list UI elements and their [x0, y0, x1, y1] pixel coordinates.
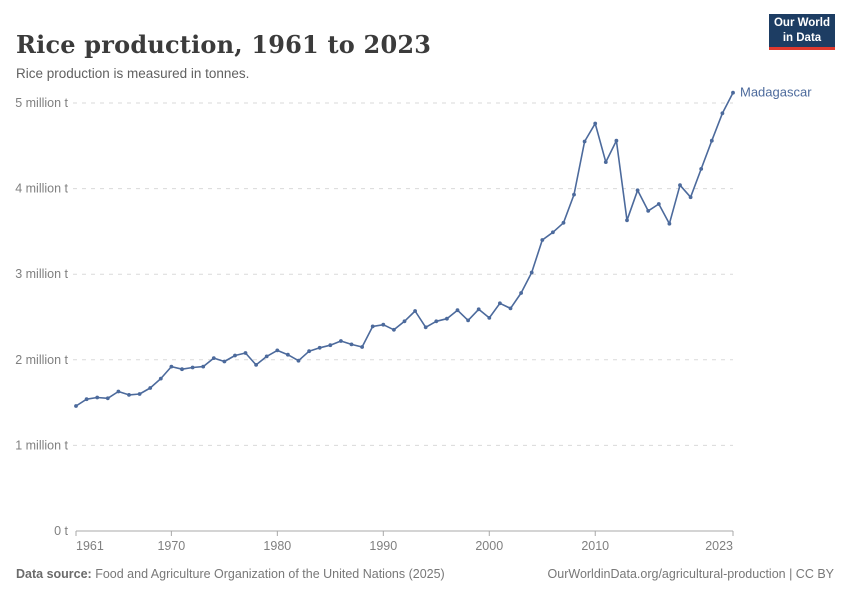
data-point[interactable] — [254, 363, 258, 367]
owid-logo-line2: in Data — [782, 31, 822, 44]
x-tick-label: 1970 — [157, 539, 185, 553]
data-point[interactable] — [317, 345, 322, 350]
data-point[interactable] — [678, 183, 682, 188]
data-point[interactable] — [667, 221, 672, 226]
data-point[interactable] — [360, 345, 364, 349]
y-tick-label: 4 million t — [15, 182, 68, 196]
y-tick-label: 1 million t — [15, 438, 68, 452]
y-tick-label: 5 million t — [15, 96, 68, 110]
data-point[interactable] — [455, 308, 460, 313]
x-tick-label: 2000 — [475, 539, 503, 553]
data-point[interactable] — [84, 397, 89, 402]
data-point[interactable] — [328, 343, 333, 348]
data-point[interactable] — [646, 209, 651, 213]
data-point[interactable] — [127, 393, 131, 397]
chart-footer: Data source: Food and Agriculture Organi… — [16, 567, 834, 581]
entity-label[interactable]: Madagascar — [740, 85, 812, 100]
data-source-label: Data source: — [16, 567, 92, 581]
data-point[interactable] — [709, 138, 714, 143]
data-point[interactable] — [233, 353, 237, 358]
y-tick-label: 0 t — [54, 524, 68, 538]
data-point[interactable] — [582, 139, 587, 144]
data-point[interactable] — [190, 365, 195, 370]
data-point[interactable] — [275, 348, 280, 353]
data-point[interactable] — [402, 319, 407, 324]
data-source-text: Food and Agriculture Organization of the… — [91, 567, 445, 581]
data-point[interactable] — [519, 291, 523, 295]
data-point[interactable] — [349, 342, 354, 347]
y-tick-label: 2 million t — [15, 353, 68, 367]
data-point[interactable] — [116, 389, 121, 394]
data-point[interactable] — [529, 270, 534, 275]
data-point[interactable] — [74, 404, 78, 408]
data-source-note: Data source: Food and Agriculture Organi… — [16, 567, 445, 581]
data-point[interactable] — [211, 356, 216, 360]
data-point[interactable] — [720, 111, 725, 116]
x-tick-label: 2010 — [581, 539, 609, 553]
data-point[interactable] — [137, 392, 142, 396]
chart-subtitle: Rice production is measured in tonnes. — [16, 65, 250, 81]
data-point[interactable] — [180, 367, 184, 372]
data-point[interactable] — [445, 316, 449, 321]
series-line — [75, 91, 734, 407]
data-point[interactable] — [572, 192, 576, 197]
data-point[interactable] — [466, 318, 470, 323]
data-point[interactable] — [222, 359, 227, 364]
data-point[interactable] — [593, 121, 598, 126]
x-tick-label: 1980 — [263, 539, 291, 553]
data-point[interactable] — [307, 349, 311, 354]
y-tick-label: 3 million t — [15, 267, 68, 281]
data-point[interactable] — [699, 167, 704, 171]
data-point[interactable] — [370, 324, 375, 329]
x-tick-label: 1961 — [76, 539, 104, 553]
data-point[interactable] — [243, 351, 248, 355]
data-point[interactable] — [339, 339, 343, 343]
data-point[interactable] — [423, 325, 428, 330]
data-point[interactable] — [105, 396, 110, 401]
data-point[interactable] — [148, 386, 153, 390]
license-note: OurWorldinData.org/agricultural-producti… — [547, 567, 834, 581]
data-point[interactable] — [625, 218, 629, 223]
data-point[interactable] — [392, 327, 396, 332]
data-point[interactable] — [731, 90, 735, 95]
owid-logo[interactable]: Our World in Data — [769, 14, 835, 50]
data-point[interactable] — [169, 364, 174, 369]
data-point[interactable] — [487, 316, 492, 320]
x-tick-label: 1990 — [369, 539, 397, 553]
x-tick-label: 2023 — [705, 539, 733, 553]
data-point[interactable] — [95, 395, 100, 400]
data-point[interactable] — [296, 358, 301, 363]
owid-logo-line1: Our World — [773, 16, 830, 29]
data-point[interactable] — [413, 309, 417, 313]
data-point[interactable] — [498, 301, 502, 306]
data-point[interactable] — [158, 376, 163, 381]
data-point[interactable] — [561, 220, 566, 225]
page-title: Rice production, 1961 to 2023 — [16, 30, 432, 60]
data-point[interactable] — [540, 238, 545, 242]
data-point[interactable] — [551, 230, 555, 235]
data-point[interactable] — [434, 319, 439, 324]
data-point[interactable] — [201, 364, 206, 369]
data-point[interactable] — [508, 306, 513, 311]
data-point[interactable] — [286, 352, 290, 357]
data-point[interactable] — [264, 354, 269, 359]
data-point[interactable] — [476, 307, 481, 312]
data-point[interactable] — [603, 160, 608, 165]
data-point[interactable] — [381, 322, 386, 327]
data-point[interactable] — [614, 138, 619, 143]
data-point[interactable] — [656, 202, 661, 206]
data-point[interactable] — [635, 188, 640, 193]
data-point[interactable] — [688, 195, 693, 200]
